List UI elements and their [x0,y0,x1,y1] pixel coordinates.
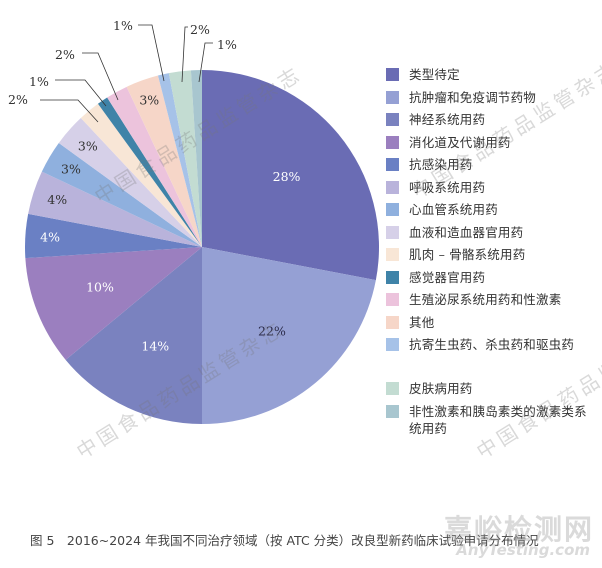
legend-item: 肌肉 – 骨骼系统用药 [386,246,602,269]
legend-label: 抗寄生虫药、杀虫药和驱虫药 [409,337,575,352]
leader-line [82,52,119,101]
legend-swatch [386,158,399,171]
pie-slice [25,213,203,259]
pie-slice [126,75,202,247]
legend-label: 非性激素和胰岛素类的激素类系统用药 [409,403,587,436]
legend: 类型待定抗肿瘤和免疫调节药物 神经系统用药消化道及代谢用药 抗感染用药呼吸系统用药心… [386,66,602,447]
slice-label: 2% [190,22,210,37]
leader-line [40,99,99,123]
legend-label: 心血管系统用药 [409,202,498,217]
pie-slice [28,171,202,247]
pie-slice [65,247,202,424]
legend-label: 呼吸系统用药 [409,179,486,195]
legend-item: 非性激素和胰岛素类的激素类系统用药 [386,403,602,447]
legend-label: 消化道及代谢用药 [409,134,511,150]
legend-label: 神经系统用药 [409,112,486,127]
legend-item: 类型待定 [386,66,602,89]
legend-label: 感觉器官用药 [409,269,486,285]
legend-item: 呼吸系统用药 [386,179,602,202]
slice-label: 1% [217,37,237,52]
slice-label: 3% [78,138,98,153]
pie-slice [190,70,202,247]
legend-label: 生殖泌尿系统用药和性激素 [409,292,562,307]
legend-item: 血液和造血器官用药 [386,224,602,247]
slice-label: 10% [86,279,114,294]
legend-label: 血液和造血器官用药 [409,224,524,240]
legend-item: 其他 [386,314,602,337]
legend-item: 抗肿瘤和免疫调节药物 [386,89,602,112]
leader-lines [40,24,213,123]
legend-swatch [386,382,399,395]
figure-caption: 图 5 2016~2024 年我国不同治疗领域（按 ATC 分类）改良型新药临床… [30,533,539,548]
pie-slices [25,70,379,424]
legend-swatch [386,315,399,329]
legend-item: 皮肤病用药 [386,380,602,403]
legend-item: 神经系统用药 [386,111,602,134]
legend-item: 生殖泌尿系统用药和性激素 [386,291,602,314]
legend-item: 消化道及代谢用药 [386,134,602,157]
pie-slice [97,97,202,247]
legend-item: 感觉器官用药 [386,269,602,292]
legend-label: 皮肤病用药 [409,381,473,396]
slice-label: 22% [258,324,286,339]
pie-slice [80,103,202,248]
legend-item: 抗寄生虫药、杀虫药和驱虫药 [386,336,602,380]
slice-label: 4% [40,229,60,244]
legend-item: 心血管系统用药 [386,201,602,224]
legend-swatch [386,90,399,104]
legend-swatch [386,338,399,351]
pie-slice [168,70,202,247]
legend-swatch [386,68,399,81]
pie-slice [25,247,202,360]
leader-line [55,79,107,107]
slice-labels: 28%22%14%10%4%4%3%3%2%1%2%3%1% 2%1% [8,18,301,353]
legend-item: 抗感染用药 [386,156,602,179]
pie-slice [157,73,202,247]
slice-label: 2% [8,92,28,107]
slice-label: 28% [273,169,301,184]
legend-label: 抗肿瘤和免疫调节药物 [409,89,537,105]
legend-swatch [386,135,399,149]
legend-swatch [386,293,399,306]
legend-swatch [386,225,399,239]
legend-label: 抗感染用药 [409,157,473,172]
slice-label: 4% [47,192,67,207]
legend-swatch [386,113,399,126]
pie-slice [202,247,376,424]
legend-swatch [386,203,399,216]
slice-label: 3% [139,92,159,107]
pie-slice [58,117,203,247]
legend-label: 其他 [409,314,435,330]
pie-slice [107,86,202,247]
brand-watermark: 嘉峪检测网 [443,513,594,546]
legend-swatch [386,180,399,194]
slice-label: 14% [141,338,169,353]
slice-label: 1% [29,74,49,89]
legend-label: 肌肉 – 骨骼系统用药 [409,247,526,262]
legend-label: 类型待定 [409,67,460,82]
pie-slice [202,70,379,281]
legend-swatch [386,404,399,418]
slice-label: 3% [61,162,81,177]
legend-swatch [386,248,399,261]
leader-line [138,24,165,82]
leader-line [198,42,213,83]
legend-swatch [386,270,399,284]
slice-label: 1% [113,18,133,33]
slice-label: 2% [55,47,75,62]
brand-watermark-sub: AnyTesting.com [456,541,590,559]
leader-line [181,26,188,83]
pie-slice [41,142,202,247]
